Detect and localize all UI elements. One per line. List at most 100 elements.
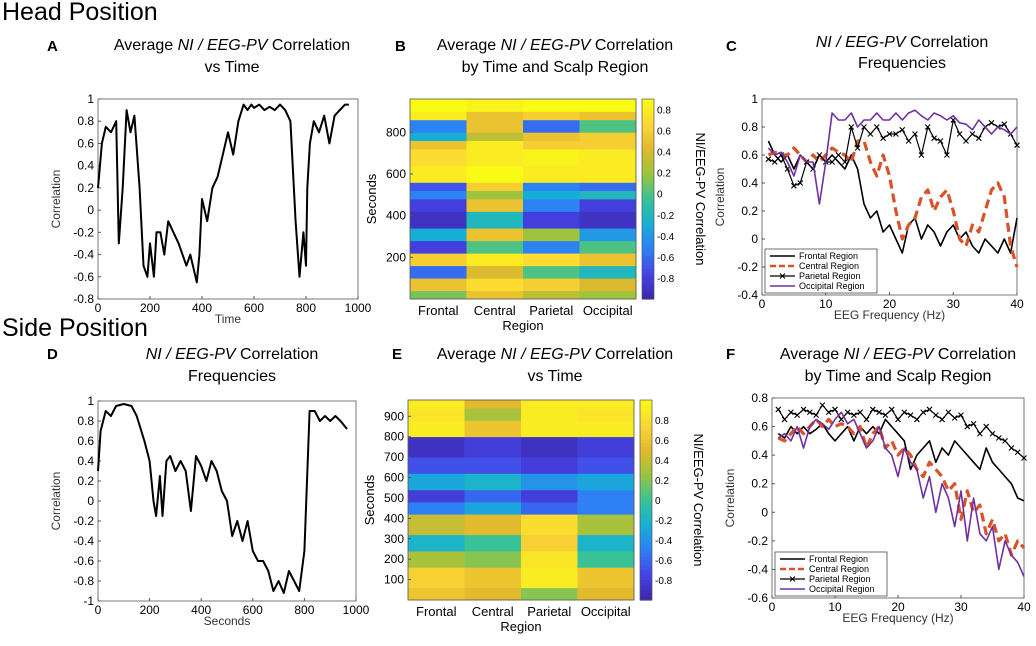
parietal-marker bbox=[876, 409, 882, 416]
colorbar-segment bbox=[642, 255, 654, 260]
heat-cell bbox=[464, 489, 522, 503]
heat-cell bbox=[464, 567, 522, 589]
panel-subtitle-F: by Time and Scalp Region bbox=[805, 368, 992, 385]
colorbar-segment bbox=[640, 436, 652, 441]
colorbar-segment bbox=[640, 516, 652, 521]
colorbar-segment bbox=[642, 232, 654, 237]
x-tick-label: 40 bbox=[1017, 600, 1031, 614]
series-line-frontal bbox=[777, 418, 1025, 502]
parietal-marker bbox=[794, 412, 801, 419]
colorbar-segment bbox=[640, 556, 652, 561]
heat-cell bbox=[464, 502, 522, 515]
y-tick-label: -0.8 bbox=[73, 292, 94, 306]
colorbar-tick-label: -0.4 bbox=[655, 536, 673, 547]
x-tick-label: Frontal bbox=[418, 303, 459, 318]
parietal-marker bbox=[912, 131, 918, 137]
x-tick-label: 30 bbox=[947, 297, 961, 311]
parietal-marker bbox=[956, 131, 963, 137]
colorbar-segment bbox=[642, 169, 654, 173]
y-tick-label: 0.8 bbox=[77, 414, 94, 428]
y-axis-label: Correlation bbox=[713, 168, 727, 227]
series-line-occipital bbox=[777, 411, 1025, 577]
heat-cell bbox=[579, 140, 637, 150]
y-tick-label: 0.2 bbox=[751, 477, 768, 491]
parietal-marker bbox=[983, 423, 990, 430]
x-axis-label: Region bbox=[500, 619, 541, 634]
plot-area-E bbox=[407, 399, 635, 601]
heat-cell bbox=[521, 502, 578, 515]
colorbar-tick-label: 0.8 bbox=[657, 106, 671, 117]
heat-cell bbox=[521, 567, 578, 589]
parietal-marker bbox=[937, 138, 944, 144]
heat-cell bbox=[521, 400, 578, 409]
parietal-marker bbox=[813, 412, 819, 419]
heat-cell bbox=[523, 211, 580, 229]
heat-cell bbox=[579, 119, 637, 133]
y-tick-label: 0 bbox=[761, 505, 768, 519]
colorbar-segment bbox=[642, 289, 654, 293]
parietal-marker bbox=[1014, 142, 1020, 149]
colorbar-segment bbox=[640, 490, 652, 494]
colorbar-segment bbox=[642, 205, 654, 210]
parietal-marker bbox=[914, 416, 920, 423]
colorbar-segment bbox=[642, 285, 654, 290]
x-tick-label: 10 bbox=[819, 297, 833, 311]
y-tick-label: -0.2 bbox=[73, 225, 94, 239]
parietal-marker bbox=[851, 412, 857, 419]
colorbar-segment bbox=[640, 443, 652, 448]
series-line-occipital bbox=[767, 109, 1018, 205]
colorbar-segment bbox=[642, 195, 654, 200]
heat-cell bbox=[577, 502, 635, 515]
heat-cell bbox=[408, 420, 465, 438]
colorbar-frame bbox=[641, 98, 655, 300]
colorbar-segment bbox=[640, 540, 652, 544]
parietal-marker bbox=[869, 406, 876, 413]
colorbar-tick-label: 0.4 bbox=[655, 456, 669, 467]
heat-cell bbox=[523, 190, 580, 200]
colorbar-segment bbox=[642, 105, 654, 110]
heat-cell bbox=[408, 473, 465, 491]
parietal-marker bbox=[765, 156, 772, 163]
y-tick-label: 0.8 bbox=[77, 114, 94, 128]
y-tick-label: -0.6 bbox=[73, 554, 94, 568]
panel-letter-D: D bbox=[47, 346, 58, 363]
colorbar-segment bbox=[642, 265, 654, 270]
row-title-side: Side Position bbox=[2, 314, 148, 342]
y-axis-label: Correlation bbox=[49, 472, 63, 531]
heat-cell bbox=[464, 551, 522, 568]
y-tick-label: -0.4 bbox=[737, 288, 758, 302]
heat-cell bbox=[466, 228, 524, 242]
colorbar-segment bbox=[640, 503, 652, 508]
colorbar-segment bbox=[640, 446, 652, 451]
parietal-marker bbox=[775, 406, 782, 413]
colorbar-segment bbox=[640, 416, 652, 421]
heat-cell bbox=[523, 99, 580, 112]
parietal-marker bbox=[806, 409, 813, 416]
colorbar-segment bbox=[640, 403, 652, 408]
x-tick-label: Central bbox=[474, 303, 516, 318]
parietal-marker bbox=[788, 409, 794, 416]
x-tick-label: 800 bbox=[294, 603, 314, 617]
y-tick-label: 0.6 bbox=[77, 434, 94, 448]
heat-cell bbox=[410, 253, 467, 267]
colorbar-segment bbox=[642, 245, 654, 250]
colorbar-segment bbox=[642, 292, 654, 297]
y-tick-label: -0.4 bbox=[747, 562, 768, 576]
parietal-marker bbox=[880, 135, 887, 142]
colorbar-segment bbox=[640, 406, 652, 411]
heat-cell bbox=[466, 290, 524, 300]
heat-cell bbox=[577, 408, 635, 421]
y-tick-label: 200 bbox=[384, 552, 404, 566]
parietal-marker bbox=[926, 406, 933, 413]
heat-cell bbox=[410, 140, 467, 150]
parietal-marker bbox=[1001, 121, 1008, 128]
heat-cell bbox=[577, 567, 635, 589]
heat-cell bbox=[464, 400, 522, 409]
parietal-marker bbox=[995, 435, 1002, 441]
heat-cell bbox=[466, 199, 524, 212]
colorbar-frame bbox=[639, 399, 653, 601]
colorbar-segment bbox=[640, 520, 652, 524]
heat-cell bbox=[521, 408, 578, 421]
colorbar-tick-label: 0.8 bbox=[655, 416, 669, 427]
